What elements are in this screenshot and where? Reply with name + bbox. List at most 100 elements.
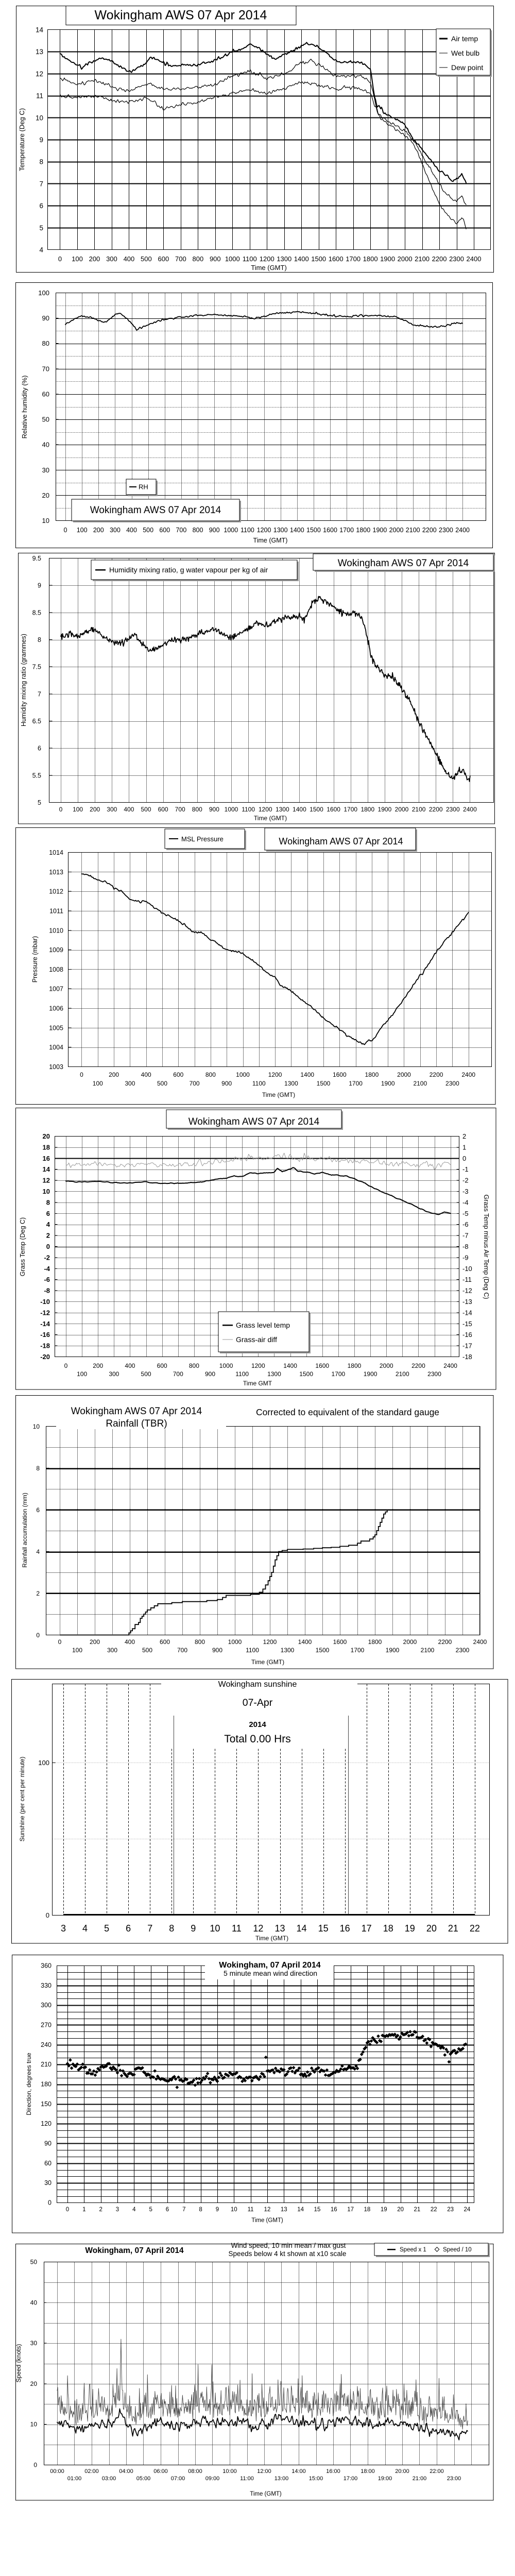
svg-text:19: 19 bbox=[381, 2207, 387, 2213]
svg-text:Humidity mixing ratio (grammes: Humidity mixing ratio (grammes) bbox=[20, 634, 27, 726]
svg-text:2: 2 bbox=[462, 1132, 466, 1140]
svg-text:2300: 2300 bbox=[439, 527, 453, 534]
svg-text:0: 0 bbox=[48, 2199, 52, 2207]
svg-text:1000: 1000 bbox=[225, 806, 238, 813]
svg-text:7.5: 7.5 bbox=[32, 664, 41, 671]
svg-text:2100: 2100 bbox=[396, 1370, 409, 1378]
svg-text:1200: 1200 bbox=[259, 806, 272, 813]
svg-text:1500: 1500 bbox=[299, 1370, 313, 1378]
svg-text:1000: 1000 bbox=[228, 1638, 242, 1646]
svg-text:14:00: 14:00 bbox=[291, 2468, 306, 2475]
svg-text:18: 18 bbox=[364, 2207, 371, 2213]
svg-text:2: 2 bbox=[99, 2207, 102, 2213]
svg-text:1700: 1700 bbox=[344, 806, 357, 813]
svg-text:-10: -10 bbox=[40, 1298, 50, 1306]
svg-text:300: 300 bbox=[107, 806, 117, 813]
svg-text:1600: 1600 bbox=[323, 527, 337, 534]
svg-text:16:00: 16:00 bbox=[326, 2468, 340, 2475]
svg-text:Rainfall (TBR): Rainfall (TBR) bbox=[106, 1418, 167, 1429]
svg-text:Wokingham AWS 07 Apr 2014: Wokingham AWS 07 Apr 2014 bbox=[90, 505, 221, 516]
svg-text:40: 40 bbox=[30, 2299, 38, 2306]
svg-text:2100: 2100 bbox=[412, 806, 426, 813]
svg-text:6: 6 bbox=[126, 1923, 131, 1934]
svg-text:20: 20 bbox=[30, 2380, 38, 2387]
svg-text:700: 700 bbox=[173, 1370, 183, 1378]
svg-text:1007: 1007 bbox=[49, 986, 63, 993]
svg-text:1008: 1008 bbox=[49, 966, 63, 973]
svg-text:0: 0 bbox=[36, 1632, 40, 1639]
svg-text:Relative humidity (%): Relative humidity (%) bbox=[21, 376, 28, 439]
svg-text:500: 500 bbox=[157, 1080, 167, 1087]
svg-text:300: 300 bbox=[106, 255, 117, 263]
svg-text:400: 400 bbox=[141, 1071, 151, 1078]
svg-text:1600: 1600 bbox=[333, 1638, 347, 1646]
svg-text:1012: 1012 bbox=[49, 888, 63, 895]
svg-text:100: 100 bbox=[38, 289, 49, 297]
svg-text:22: 22 bbox=[470, 1923, 480, 1934]
svg-text:2000: 2000 bbox=[389, 527, 404, 534]
svg-text:-12: -12 bbox=[40, 1309, 50, 1316]
svg-text:1300: 1300 bbox=[281, 1647, 295, 1654]
svg-text:5 minute mean wind direction: 5 minute mean wind direction bbox=[224, 1969, 317, 1977]
svg-text:800: 800 bbox=[192, 806, 202, 813]
svg-text:1700: 1700 bbox=[351, 1647, 365, 1654]
svg-text:6: 6 bbox=[46, 1210, 50, 1217]
svg-text:1000: 1000 bbox=[225, 255, 240, 263]
svg-text:1100: 1100 bbox=[241, 527, 254, 534]
svg-text:50: 50 bbox=[30, 2259, 38, 2266]
svg-text:300: 300 bbox=[110, 527, 121, 534]
svg-text:2200: 2200 bbox=[432, 255, 447, 263]
svg-text:-12: -12 bbox=[462, 1287, 472, 1295]
svg-text:5: 5 bbox=[149, 2207, 152, 2213]
svg-text:6: 6 bbox=[36, 1506, 40, 1514]
svg-text:12: 12 bbox=[264, 2207, 271, 2213]
svg-text:600: 600 bbox=[158, 255, 169, 263]
svg-text:2300: 2300 bbox=[427, 1370, 441, 1378]
svg-text:13: 13 bbox=[274, 1923, 285, 1934]
svg-text:1600: 1600 bbox=[327, 806, 340, 813]
svg-text:2100: 2100 bbox=[415, 255, 430, 263]
svg-text:-10: -10 bbox=[462, 1265, 472, 1273]
svg-text:23:00: 23:00 bbox=[447, 2476, 461, 2482]
svg-text:30: 30 bbox=[30, 2340, 38, 2347]
svg-text:1500: 1500 bbox=[306, 527, 321, 534]
svg-text:12: 12 bbox=[43, 1177, 50, 1184]
svg-text:1700: 1700 bbox=[349, 1080, 363, 1087]
svg-text:1800: 1800 bbox=[368, 1638, 382, 1646]
svg-text:Wokingham AWS 07 Apr 2014: Wokingham AWS 07 Apr 2014 bbox=[188, 1116, 320, 1127]
svg-text:1300: 1300 bbox=[267, 1370, 281, 1378]
svg-text:Time (GMT): Time (GMT) bbox=[251, 2217, 283, 2224]
svg-text:2200: 2200 bbox=[411, 1362, 425, 1369]
svg-text:15:00: 15:00 bbox=[309, 2476, 323, 2482]
svg-text:1700: 1700 bbox=[339, 527, 354, 534]
svg-text:2200: 2200 bbox=[429, 806, 443, 813]
svg-text:Time (GMT): Time (GMT) bbox=[262, 1091, 295, 1098]
svg-text:8: 8 bbox=[199, 2207, 202, 2213]
svg-text:-5: -5 bbox=[462, 1210, 469, 1217]
svg-text:1300: 1300 bbox=[276, 806, 289, 813]
svg-text:1400: 1400 bbox=[283, 1362, 297, 1369]
svg-text:-6: -6 bbox=[462, 1221, 469, 1228]
svg-text:1300: 1300 bbox=[284, 1080, 298, 1087]
svg-text:16: 16 bbox=[43, 1155, 50, 1162]
svg-text:0: 0 bbox=[58, 1638, 62, 1646]
svg-text:20: 20 bbox=[42, 492, 49, 499]
svg-text:Wokingham, 07 April 2014: Wokingham, 07 April 2014 bbox=[219, 1961, 321, 1970]
svg-text:Wokingham AWS 07 Apr 2014: Wokingham AWS 07 Apr 2014 bbox=[95, 8, 267, 23]
svg-text:9: 9 bbox=[39, 136, 43, 144]
svg-text:800: 800 bbox=[193, 527, 203, 534]
svg-text:8: 8 bbox=[39, 158, 43, 166]
svg-text:Wokingham AWS 07 Apr 2014: Wokingham AWS 07 Apr 2014 bbox=[338, 558, 469, 569]
svg-text:900: 900 bbox=[212, 1647, 222, 1654]
svg-text:500: 500 bbox=[143, 527, 153, 534]
svg-text:200: 200 bbox=[90, 806, 100, 813]
svg-text:08:00: 08:00 bbox=[188, 2468, 202, 2475]
svg-text:05:00: 05:00 bbox=[136, 2476, 151, 2482]
svg-text:700: 700 bbox=[176, 527, 186, 534]
svg-text:Grass level temp: Grass level temp bbox=[236, 1321, 290, 1329]
svg-text:150: 150 bbox=[41, 2100, 52, 2108]
svg-text:100: 100 bbox=[38, 1759, 49, 1767]
svg-text:10: 10 bbox=[30, 2421, 38, 2428]
svg-text:0: 0 bbox=[64, 1362, 68, 1369]
svg-text:1300: 1300 bbox=[273, 527, 288, 534]
